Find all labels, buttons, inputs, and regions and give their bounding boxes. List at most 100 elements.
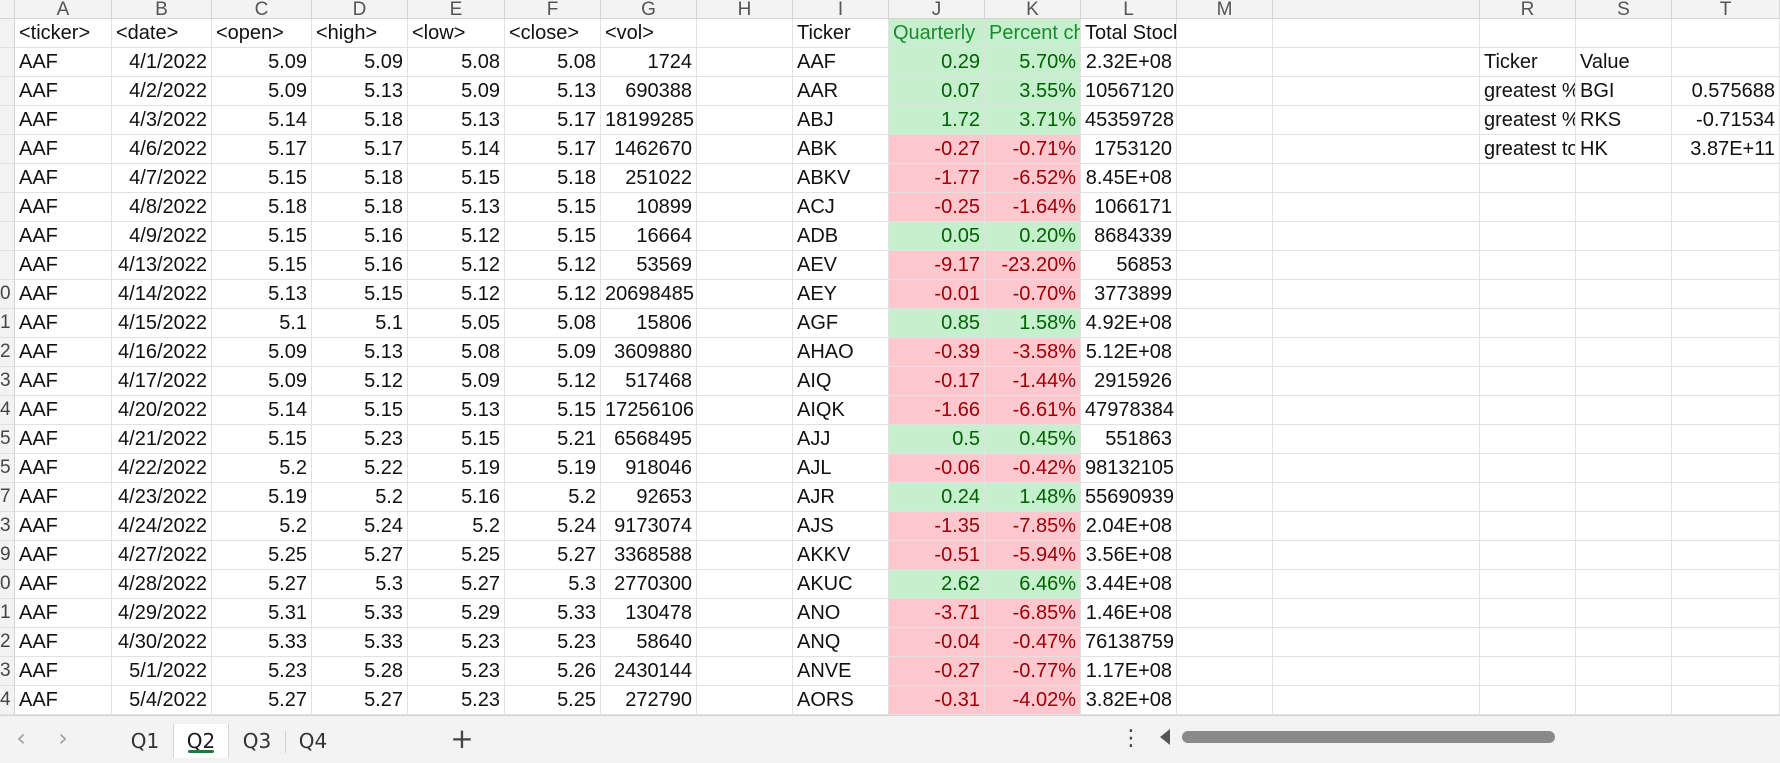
prev-sheet-button[interactable]: ‹ [16, 724, 26, 752]
cell-j[interactable]: 1.72 [889, 106, 985, 135]
cell-g[interactable]: 3368588 [601, 541, 697, 570]
cell-m[interactable] [1177, 106, 1273, 135]
cell-l[interactable]: 1753120 [1081, 135, 1177, 164]
cell-s[interactable] [1576, 541, 1672, 570]
cell-f[interactable]: 5.23 [505, 628, 601, 657]
cell-n[interactable] [1273, 77, 1480, 106]
cell-i[interactable]: AAR [793, 77, 889, 106]
cell-s[interactable] [1576, 338, 1672, 367]
cell-l[interactable]: 76138759 [1081, 628, 1177, 657]
cell-m[interactable] [1177, 396, 1273, 425]
cell-g[interactable]: 918046 [601, 454, 697, 483]
cell-m[interactable] [1177, 222, 1273, 251]
cell-s[interactable]: HK [1576, 135, 1672, 164]
cell-j[interactable]: 0.85 [889, 309, 985, 338]
cell-f[interactable]: 5.09 [505, 338, 601, 367]
cell-h[interactable] [697, 367, 793, 396]
cell-i[interactable]: AAF [793, 48, 889, 77]
cell-g[interactable]: 690388 [601, 77, 697, 106]
cell-b[interactable]: <date> [112, 19, 212, 48]
cell-t[interactable]: 0.575688 [1672, 77, 1780, 106]
cell-e[interactable]: 5.09 [408, 77, 505, 106]
cell-r[interactable] [1480, 19, 1576, 48]
cell-a[interactable]: AAF [15, 570, 112, 599]
cell-d[interactable]: 5.2 [312, 483, 408, 512]
cell-k[interactable]: -5.94% [985, 541, 1081, 570]
column-header-r[interactable]: R [1480, 0, 1576, 18]
cell-d[interactable]: 5.12 [312, 367, 408, 396]
cell-a[interactable]: AAF [15, 135, 112, 164]
cell-i[interactable]: AIQK [793, 396, 889, 425]
cell-s[interactable] [1576, 454, 1672, 483]
cell-r[interactable]: greatest % decrease [1480, 106, 1576, 135]
cell-j[interactable]: -9.17 [889, 251, 985, 280]
cell-a[interactable]: AAF [15, 251, 112, 280]
cell-j[interactable]: 0.07 [889, 77, 985, 106]
cell-l[interactable]: 3.44E+08 [1081, 570, 1177, 599]
cell-c[interactable]: 5.15 [212, 164, 312, 193]
cell-c[interactable]: 5.2 [212, 512, 312, 541]
cell-f[interactable]: 5.18 [505, 164, 601, 193]
cell-r[interactable] [1480, 483, 1576, 512]
cell-l[interactable]: 551863 [1081, 425, 1177, 454]
column-header-b[interactable]: B [112, 0, 212, 18]
cell-e[interactable]: 5.27 [408, 570, 505, 599]
cell-t[interactable]: 3.87E+11 [1672, 135, 1780, 164]
cell-m[interactable] [1177, 512, 1273, 541]
cell-c[interactable]: 5.27 [212, 686, 312, 715]
cell-b[interactable]: 4/3/2022 [112, 106, 212, 135]
cell-s[interactable]: RKS [1576, 106, 1672, 135]
cell-k[interactable]: -0.47% [985, 628, 1081, 657]
cell-h[interactable] [697, 222, 793, 251]
cell-s[interactable] [1576, 570, 1672, 599]
add-sheet-button[interactable]: + [450, 722, 474, 755]
cell-d[interactable]: 5.16 [312, 251, 408, 280]
select-all-corner[interactable] [0, 0, 15, 18]
cell-r[interactable] [1480, 338, 1576, 367]
cell-m[interactable] [1177, 19, 1273, 48]
cell-d[interactable]: 5.13 [312, 338, 408, 367]
cell-s[interactable] [1576, 686, 1672, 715]
cell-n[interactable] [1273, 570, 1480, 599]
cell-a[interactable]: AAF [15, 106, 112, 135]
cell-l[interactable]: 56853 [1081, 251, 1177, 280]
cell-t[interactable] [1672, 164, 1780, 193]
cell-i[interactable]: ACJ [793, 193, 889, 222]
cell-g[interactable]: 2770300 [601, 570, 697, 599]
cell-f[interactable]: 5.15 [505, 193, 601, 222]
cell-g[interactable]: 1724 [601, 48, 697, 77]
cell-k[interactable]: 3.71% [985, 106, 1081, 135]
cell-n[interactable] [1273, 628, 1480, 657]
cell-m[interactable] [1177, 686, 1273, 715]
cell-g[interactable]: 9173074 [601, 512, 697, 541]
cell-g[interactable]: 18199285 [601, 106, 697, 135]
cell-k[interactable]: -0.77% [985, 657, 1081, 686]
cell-j[interactable]: 0.5 [889, 425, 985, 454]
cell-j[interactable]: -0.27 [889, 135, 985, 164]
cell-i[interactable]: AGF [793, 309, 889, 338]
cell-h[interactable] [697, 48, 793, 77]
cell-r[interactable] [1480, 541, 1576, 570]
cell-j[interactable]: -0.25 [889, 193, 985, 222]
cell-d[interactable]: 5.16 [312, 222, 408, 251]
cell-i[interactable]: AIQ [793, 367, 889, 396]
sheet-tab-q1[interactable]: Q1 [130, 729, 160, 753]
cell-i[interactable]: AKUC [793, 570, 889, 599]
cell-d[interactable]: 5.33 [312, 628, 408, 657]
cell-s[interactable] [1576, 309, 1672, 338]
cell-f[interactable]: 5.33 [505, 599, 601, 628]
cell-e[interactable]: 5.15 [408, 425, 505, 454]
cell-c[interactable]: 5.18 [212, 193, 312, 222]
cell-i[interactable]: AKKV [793, 541, 889, 570]
cell-a[interactable]: AAF [15, 280, 112, 309]
cell-a[interactable]: AAF [15, 512, 112, 541]
cell-l[interactable]: 3.82E+08 [1081, 686, 1177, 715]
cell-e[interactable]: 5.13 [408, 106, 505, 135]
cell-m[interactable] [1177, 454, 1273, 483]
cell-r[interactable] [1480, 251, 1576, 280]
cell-i[interactable]: AJJ [793, 425, 889, 454]
cell-a[interactable]: AAF [15, 338, 112, 367]
row-number[interactable] [0, 222, 15, 251]
cell-b[interactable]: 4/14/2022 [112, 280, 212, 309]
column-header-n[interactable] [1273, 0, 1480, 18]
